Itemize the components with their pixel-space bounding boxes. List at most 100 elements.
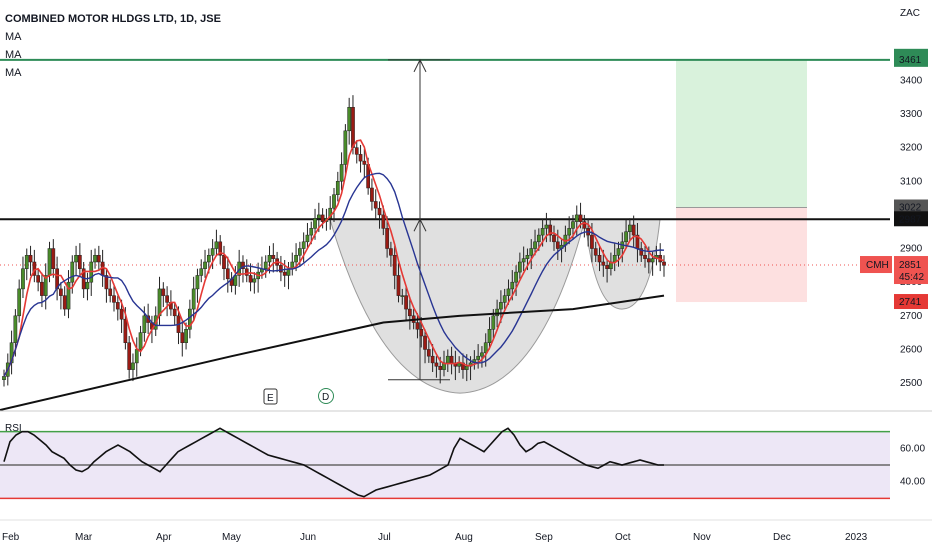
price-tag-label: 2851	[899, 260, 922, 271]
candle-up	[536, 234, 541, 243]
candle-up	[544, 224, 549, 229]
candle-down	[419, 329, 424, 337]
measure-arrow-head	[413, 58, 427, 73]
candle-up	[214, 241, 219, 249]
candle-down	[279, 265, 283, 273]
candle-up	[131, 362, 135, 370]
x-tick-label-Nov: Nov	[693, 532, 711, 543]
candle-up	[85, 281, 90, 290]
x-tick-label-May: May	[222, 532, 241, 543]
candle-down	[646, 258, 651, 263]
candle-down	[662, 261, 666, 266]
dividend-marker	[318, 388, 334, 404]
x-tick-label-Apr: Apr	[156, 532, 172, 543]
candle-down	[225, 268, 230, 280]
candle-up	[17, 288, 22, 317]
candle-down	[578, 214, 583, 222]
candle-down	[408, 308, 412, 317]
currency-label: ZAC	[900, 8, 920, 19]
candle-down	[377, 207, 382, 216]
candle-up	[210, 248, 215, 256]
candle-up	[518, 261, 522, 273]
candle-down	[119, 308, 124, 320]
candle-up	[74, 255, 78, 263]
candle-up	[157, 288, 162, 317]
price-tag-label: 3461	[899, 55, 922, 66]
y-tick-label-2500: 2500	[900, 378, 923, 389]
candle-up	[533, 241, 537, 249]
candle-down	[123, 318, 128, 343]
candle-up	[624, 231, 628, 243]
candle-down	[434, 362, 439, 367]
price-tag-bg	[894, 256, 928, 285]
x-tick-label-Aug: Aug	[455, 532, 473, 543]
candle-down	[222, 255, 226, 269]
legend-ma-2[interactable]: MA	[5, 49, 22, 61]
candle-down	[104, 275, 109, 290]
candle-down	[282, 271, 287, 276]
candle-up	[483, 342, 488, 354]
candle-down	[552, 234, 556, 243]
candle-up	[335, 181, 340, 195]
candle-down	[381, 214, 386, 229]
candle-down	[555, 241, 560, 249]
candle-up	[298, 248, 302, 256]
candle-up	[43, 275, 48, 296]
candle-up	[574, 214, 579, 222]
candle-down	[36, 275, 40, 283]
x-tick-label-Oct: Oct	[615, 532, 631, 543]
legend-ma-1[interactable]: MA	[5, 31, 22, 43]
candle-up	[301, 241, 306, 249]
candle-up	[502, 295, 507, 303]
candle-up	[464, 366, 469, 370]
dividend-marker-label: D	[322, 392, 329, 403]
candle-down	[639, 248, 644, 256]
x-tick-label-2023: 2023	[845, 532, 868, 543]
candle-down	[643, 255, 647, 259]
candle-down	[597, 255, 602, 263]
candle-up	[138, 332, 143, 350]
candle-up	[476, 355, 480, 360]
candle-down	[449, 355, 454, 364]
candle-down	[351, 107, 355, 148]
candle-down	[385, 228, 389, 249]
candle-down	[404, 295, 408, 310]
candle-up	[252, 278, 257, 283]
candle-down	[358, 154, 363, 162]
rsi-tick-label: 40.00	[900, 477, 925, 488]
candle-up	[66, 281, 71, 310]
candle-down	[127, 342, 132, 370]
candle-up	[142, 315, 147, 333]
candle-up	[309, 228, 314, 236]
candle-down	[115, 302, 120, 310]
candle-up	[305, 234, 310, 243]
candle-down	[40, 281, 44, 296]
candle-down	[548, 224, 553, 236]
candle-up	[313, 218, 317, 229]
price-tag-symbol-bg	[860, 256, 892, 274]
price-tag-bg	[894, 51, 928, 67]
measure-arrow-head-2	[413, 218, 427, 232]
price-tag-label: 2741	[899, 297, 922, 308]
candle-down	[28, 255, 33, 263]
rsi-label: RSI	[5, 423, 22, 434]
candle-up	[9, 342, 14, 364]
candle-down	[373, 201, 378, 209]
candle-up	[540, 228, 545, 236]
y-tick-label-3100: 3100	[900, 176, 923, 187]
legend-ma-3[interactable]: MA	[5, 67, 22, 79]
candle-up	[480, 352, 484, 357]
candle-up	[521, 258, 526, 263]
candle-down	[354, 147, 359, 155]
candle-up	[206, 255, 211, 263]
candle-up	[267, 255, 272, 263]
candle-up	[567, 228, 572, 236]
price-tag-label: 2987	[899, 214, 922, 225]
x-tick-label-Sep: Sep	[535, 532, 553, 543]
price-tag-symbol: CMH	[866, 260, 889, 271]
candle-down	[396, 275, 401, 296]
candle-down	[631, 224, 636, 236]
candle-up	[506, 288, 511, 296]
candle-down	[271, 255, 276, 259]
